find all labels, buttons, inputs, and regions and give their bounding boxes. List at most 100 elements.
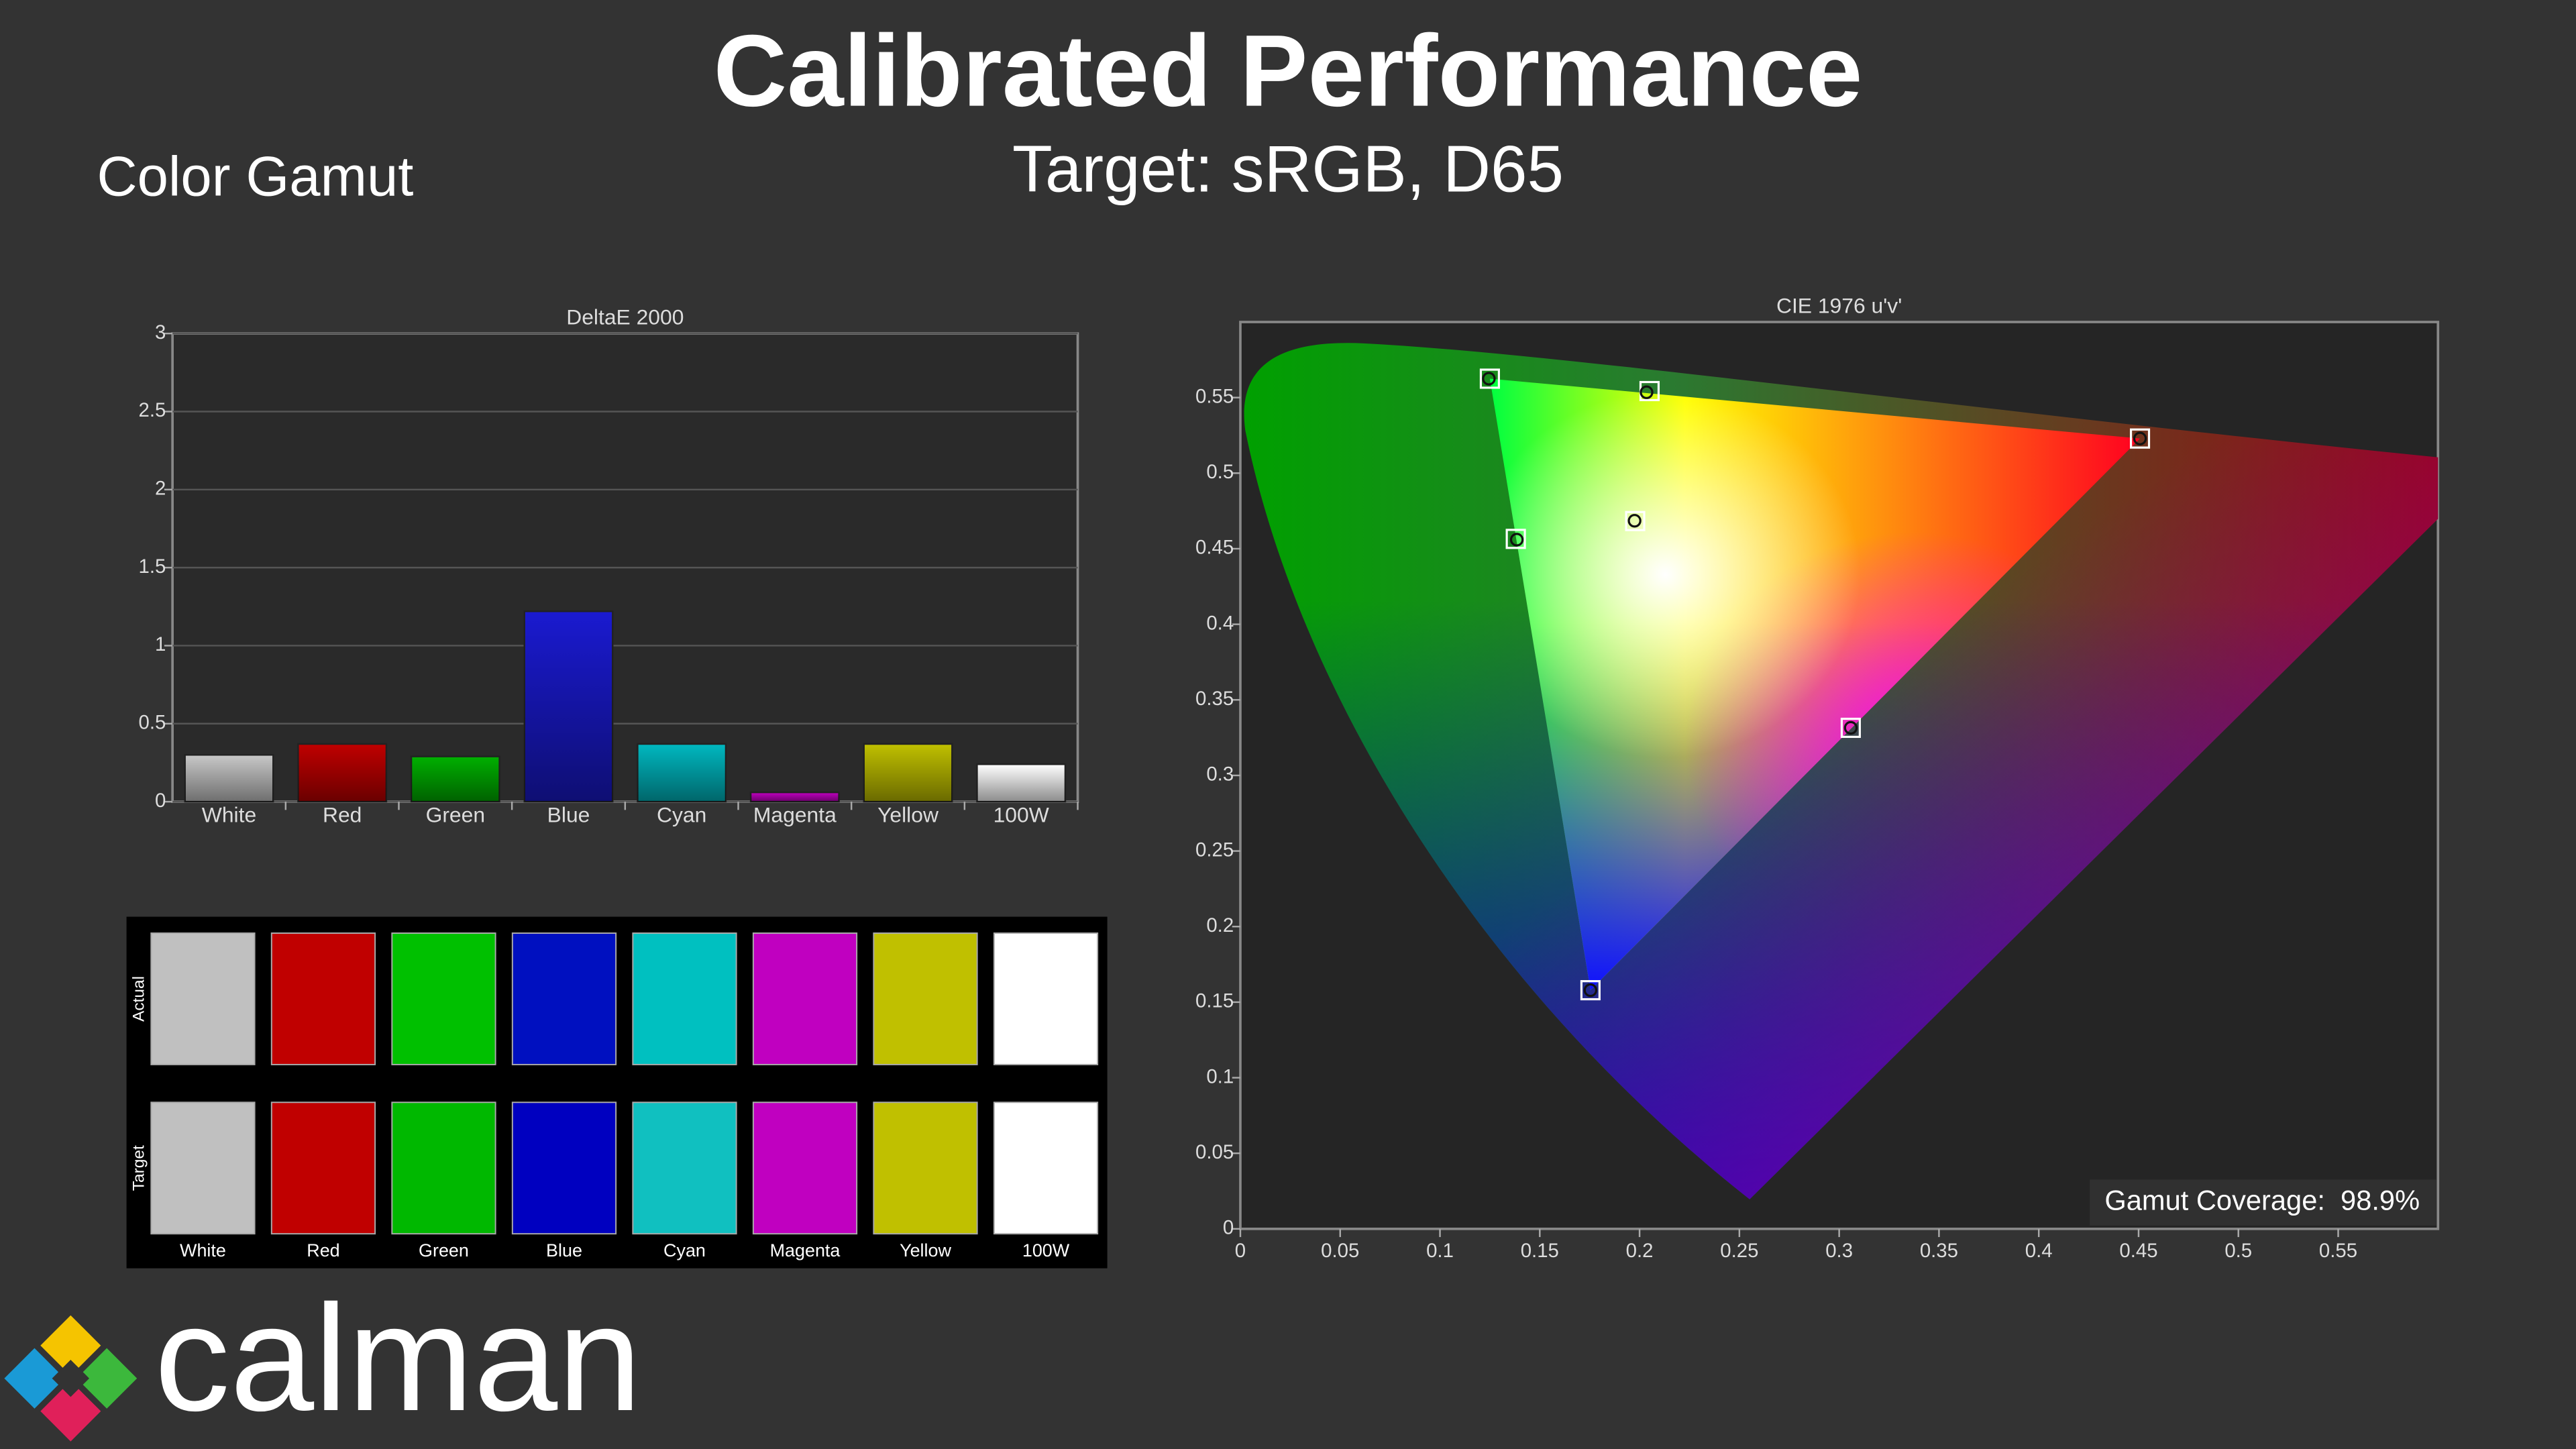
x-tick-label: Cyan [657,803,706,827]
swatch-label: Green [419,1240,469,1260]
bar-shade [863,744,953,802]
swatch-actual [391,932,496,1065]
x-tick-label: Yellow [877,803,939,827]
bar-shade [977,764,1065,802]
swatch-actual [993,932,1099,1065]
x-tick-label: Magenta [753,803,837,827]
swatch-target [993,1102,1099,1235]
logo-piece [4,1348,65,1409]
target-point [1479,368,1500,389]
target-point [2129,428,2151,449]
annotation-box [2090,1179,2436,1226]
y-tick-label: 0.45 [1195,537,1234,559]
x-tick-label: Red [323,803,362,827]
x-tick-label: Blue [547,803,590,827]
y-tick-label: 0.15 [1195,990,1234,1012]
swatch-label: Red [307,1240,339,1260]
actual-point [1627,514,1642,528]
logo-piece [76,1348,138,1409]
x-tick-label: Green [426,803,485,827]
swatch-label: Magenta [770,1240,841,1260]
swatch-actual [270,932,376,1065]
y-tick-label: 0.55 [1195,385,1234,407]
bar-shade [298,744,386,802]
swatch-panel: Actual Target White Red Green Blue Cyan Magenta… [126,916,1108,1269]
swatch-label: 100W [1022,1240,1070,1260]
swatch-actual [150,932,256,1065]
y-tick-label: 0.35 [1195,688,1234,710]
logo-piece [52,1359,90,1397]
x-tick-label: 0.15 [1521,1240,1559,1262]
chart-title: DeltaE 2000 [566,305,684,329]
x-tick-label: 0 [1235,1240,1246,1262]
y-tick-label: 3 [155,321,166,343]
x-tick-label: 0.05 [1321,1240,1359,1262]
actual-point [1509,533,1524,547]
y-tick-label: 0.05 [1195,1141,1234,1163]
bar-chart: DeltaE 2000 0 0.5 1 1.5 2 2.5 3 White Red Green Blu… [139,305,1079,827]
cie-chart: CIE 1976 u'v' 0 0.05 0.1 0.15 0.2 0.25 0.3 0.35 0… [1195,293,2440,1262]
bar-shade [411,756,500,802]
x-tick-label: 0.5 [2224,1240,2252,1262]
page-title: Calibrated Performance [714,15,1863,128]
y-tick-label: 2 [155,478,166,500]
row-label: Actual [130,976,148,1022]
swatch-target [391,1102,496,1235]
bar-shade [524,611,613,802]
y-tick-label: 0.1 [1206,1065,1234,1087]
x-tick-label: 0.55 [2319,1240,2357,1262]
row-label: Target [130,1145,148,1191]
swatch-label: White [180,1240,226,1260]
swatch-label: Blue [546,1240,582,1260]
y-tick-label: 0.25 [1195,839,1234,861]
target-point [1505,529,1526,549]
y-tick-label: 2.5 [139,399,166,421]
swatch-actual [873,932,978,1065]
logo-piece [40,1315,101,1376]
x-tick-label: White [202,803,256,827]
x-tick-label: 0.3 [1825,1240,1853,1262]
actual-point [2133,431,2147,445]
actual-point [1583,983,1598,998]
target-point [1625,511,1646,531]
swatch-label: Cyan [663,1240,706,1260]
x-tick-label: 0.35 [1920,1240,1958,1262]
y-tick-label: 0.4 [1206,612,1234,634]
swatch-label: Yellow [900,1240,951,1260]
logo-icon [4,1315,138,1442]
x-tick-label: 0.4 [2025,1240,2053,1262]
chart-title: CIE 1976 u'v' [1776,293,1902,317]
swatch-target [270,1102,376,1235]
gamut-triangle [1489,378,2141,991]
swatch-actual [752,932,858,1065]
bar-shade [184,755,274,802]
y-tick-label: 0.2 [1206,914,1234,936]
swatch-target [873,1102,978,1235]
target-point [1580,980,1601,1001]
x-tick-label: 100W [994,803,1049,827]
y-tick-label: 1.5 [139,555,166,578]
swatch-target [511,1102,617,1235]
target-point [1840,717,1861,739]
actual-point [1640,385,1654,399]
y-tick-label: 0.3 [1206,763,1234,786]
section-title: Color Gamut [97,145,413,207]
actual-point [1482,372,1496,386]
bar-shade [751,792,839,802]
logo-text: calman [154,1273,641,1442]
x-tick-label: 0.1 [1426,1240,1454,1262]
y-tick-label: 0 [155,790,166,812]
y-tick-label: 0.5 [139,712,166,734]
swatch-actual [511,932,617,1065]
y-tick-label: 0 [1223,1217,1234,1239]
annotation: Gamut Coverage: 98.9% [2104,1185,2420,1216]
x-tick-label: 0.25 [1720,1240,1758,1262]
swatch-target [632,1102,737,1235]
actual-point [1843,720,1858,735]
bar-shade [637,744,726,802]
page-subtitle: Target: sRGB, D65 [1012,131,1564,205]
y-tick-label: 1 [155,633,166,655]
swatch-target [752,1102,858,1235]
swatch-actual [632,932,737,1065]
